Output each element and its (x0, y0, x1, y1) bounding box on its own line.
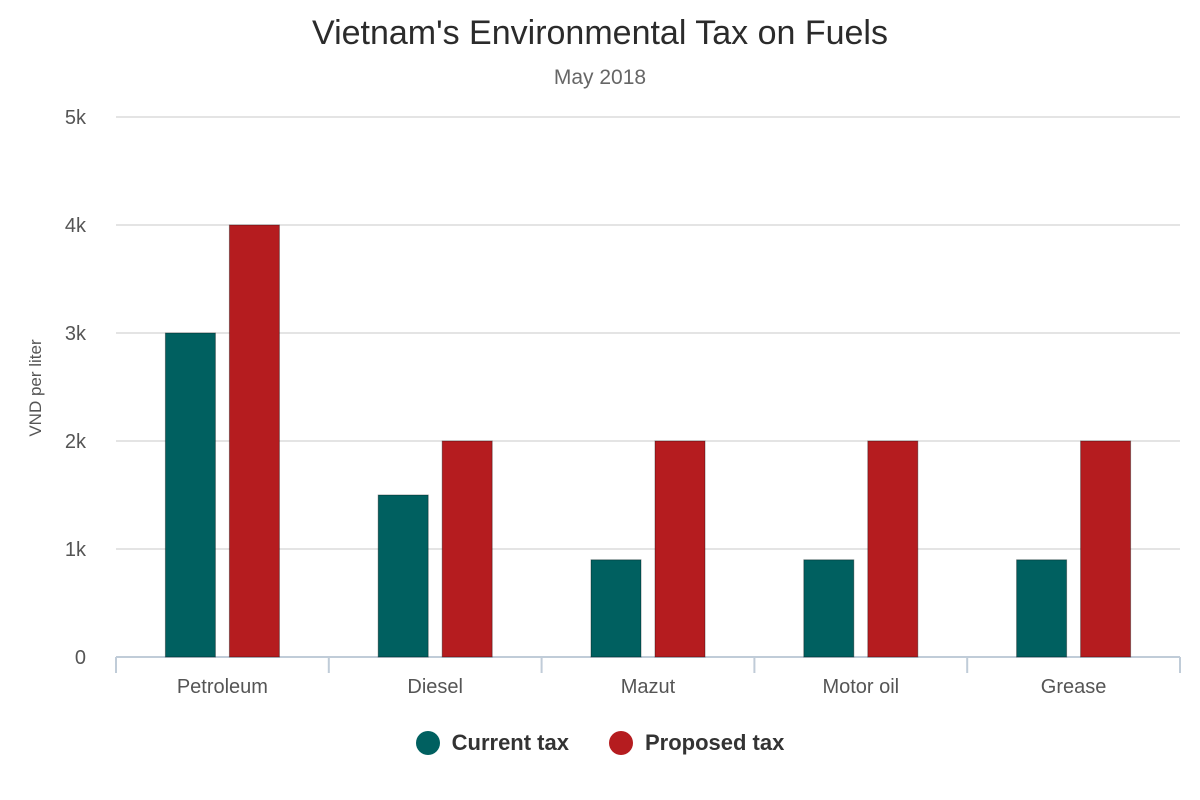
legend-swatch-current-tax (415, 731, 440, 755)
bar-proposed-tax-mazut (654, 440, 706, 658)
x-tick-label-diesel: Diesel (407, 676, 463, 698)
x-tick-label-motor-oil: Motor oil (822, 676, 899, 698)
bar-proposed-tax-petroleum (228, 224, 280, 658)
y-tick-label-1: 1k (65, 539, 87, 561)
bar-current-tax-motor-oil (803, 559, 855, 658)
x-tick-label-grease: Grease (1041, 676, 1107, 698)
x-tick-label-mazut: Mazut (621, 676, 676, 698)
y-tick-label-2: 2k (65, 431, 87, 453)
y-tick-label-3: 3k (65, 323, 87, 345)
bar-proposed-tax-diesel (441, 440, 493, 658)
x-tick-label-petroleum: Petroleum (177, 676, 268, 698)
y-tick-label-5: 5k (65, 107, 87, 129)
legend: Current tax Proposed tax (0, 730, 1200, 756)
legend-item-current-tax[interactable]: Current tax (415, 730, 569, 756)
legend-label-proposed-tax: Proposed tax (644, 730, 785, 755)
y-tick-label-4: 4k (65, 215, 87, 237)
legend-item-proposed-tax[interactable]: Proposed tax (608, 730, 785, 756)
y-tick-label-0: 0 (75, 647, 86, 669)
legend-swatch-proposed-tax (608, 731, 633, 755)
chart-title: Vietnam's Environmental Tax on Fuels (312, 14, 888, 52)
bar-current-tax-grease (1016, 559, 1068, 658)
chart-subtitle: May 2018 (553, 66, 647, 89)
bar-current-tax-petroleum (164, 332, 216, 658)
bar-proposed-tax-motor-oil (867, 440, 919, 658)
bar-current-tax-diesel (377, 494, 429, 658)
legend-label-current-tax: Current tax (451, 730, 569, 755)
bar-current-tax-mazut (590, 559, 642, 658)
bar-proposed-tax-grease (1080, 440, 1132, 658)
